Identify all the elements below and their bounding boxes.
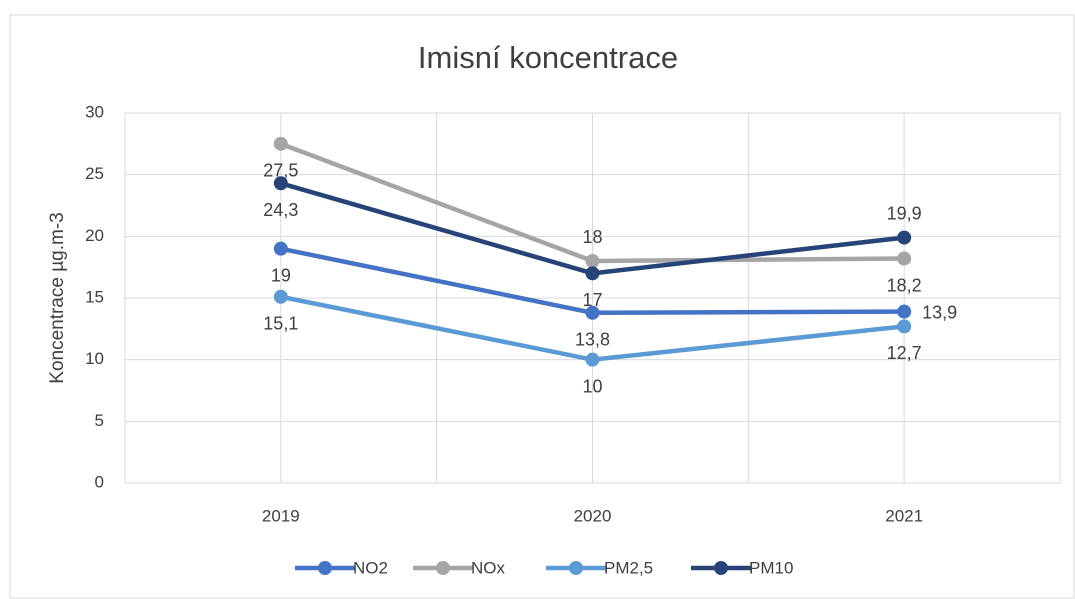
y-tick-label: 30 <box>85 102 104 121</box>
data-label: 19,9 <box>887 203 922 223</box>
x-tick-label: 2019 <box>262 506 300 525</box>
y-tick-label: 5 <box>95 411 104 430</box>
data-point <box>273 136 288 151</box>
legend-label: NO2 <box>353 558 388 577</box>
y-tick-label: 10 <box>85 349 104 368</box>
chart-title: Imisní koncentrace <box>418 40 678 75</box>
data-label: 27,5 <box>263 161 298 181</box>
y-tick-label: 20 <box>85 226 104 245</box>
data-label: 15,1 <box>263 314 298 334</box>
y-axis-label: Koncentrace µg.m-3 <box>47 212 68 383</box>
legend-marker <box>436 561 450 575</box>
x-tick-label: 2021 <box>885 506 923 525</box>
legend-marker <box>714 561 728 575</box>
legend-label: NOx <box>471 558 506 577</box>
data-point <box>585 305 600 320</box>
data-point <box>273 176 288 191</box>
data-label: 18,2 <box>887 275 922 295</box>
data-label: 10 <box>582 376 602 396</box>
chart-border <box>9 14 1075 599</box>
legend-label: PM2,5 <box>604 558 653 577</box>
data-point <box>273 241 288 256</box>
data-label: 18 <box>582 227 602 247</box>
legend-marker <box>569 561 583 575</box>
data-point <box>273 289 288 304</box>
legend-label: PM10 <box>749 558 793 577</box>
data-label: 12,7 <box>887 343 922 363</box>
data-label: 17 <box>582 290 602 310</box>
data-label: 24,3 <box>263 200 298 220</box>
data-point <box>897 230 912 245</box>
y-tick-label: 25 <box>85 164 104 183</box>
data-label: 13,9 <box>922 302 957 322</box>
data-point <box>585 254 600 268</box>
y-tick-label: 0 <box>95 472 104 491</box>
y-tick-label: 15 <box>85 287 104 306</box>
data-point <box>585 266 600 281</box>
legend-marker <box>318 561 332 575</box>
data-label: 13,8 <box>575 330 610 350</box>
data-label: 19 <box>271 265 291 285</box>
data-point <box>585 352 600 367</box>
data-point <box>897 304 912 319</box>
x-tick-label: 2020 <box>574 506 612 525</box>
data-point <box>897 251 912 266</box>
data-point <box>897 319 912 334</box>
